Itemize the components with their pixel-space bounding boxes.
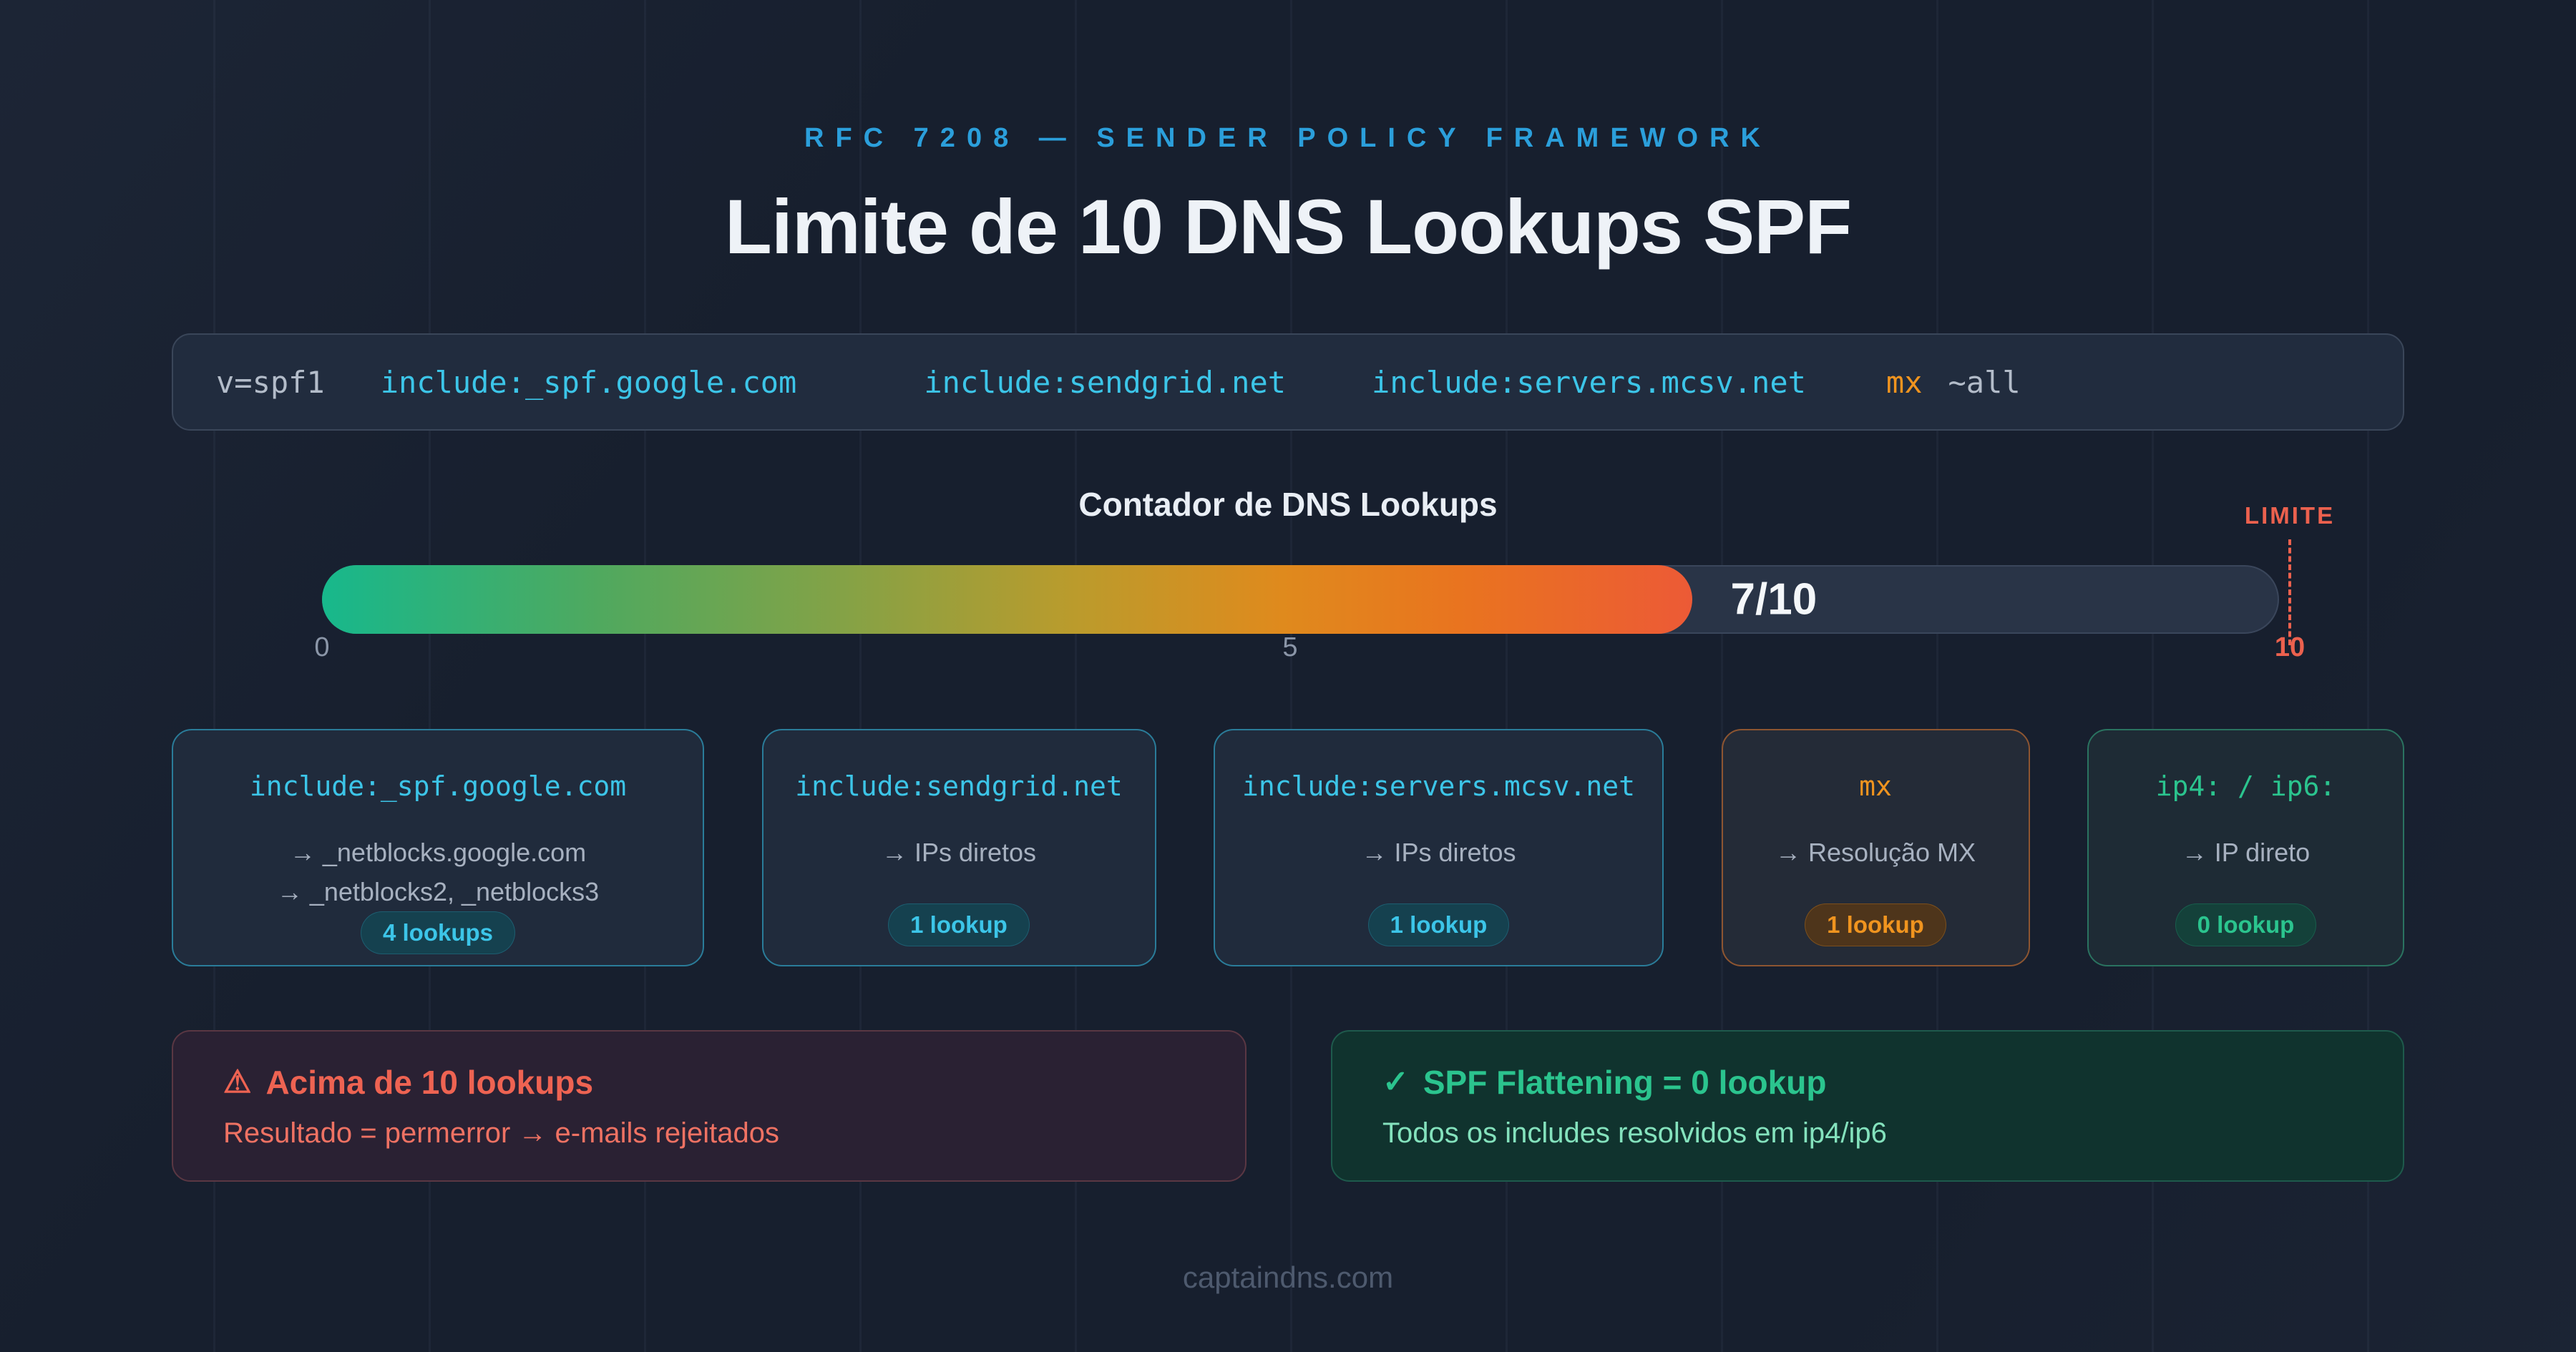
lookup-badge: 1 lookup [1805, 903, 1946, 946]
mechanism-card-ip: ip4: / ip6: → IP direto 0 lookup [2087, 729, 2404, 966]
tick-0: 0 [314, 632, 330, 662]
lookup-counter: 7/10 [322, 565, 2279, 634]
success-subtitle: Todos os includes resolvidos em ip4/ip6 [1382, 1117, 1887, 1149]
card-line: → IP direto [2181, 838, 2311, 867]
tick-5: 5 [1282, 632, 1298, 662]
mechanism-cards-row: include:_spf.google.com → _netblocks.goo… [172, 729, 2404, 966]
spf-token-mx: mx [1885, 364, 1923, 400]
mechanism-card-google: include:_spf.google.com → _netblocks.goo… [172, 729, 704, 966]
spf-token-all: ~all [1948, 364, 2021, 400]
card-lines: → IPs diretos [882, 833, 1036, 873]
card-title: include:sendgrid.net [795, 770, 1123, 802]
lookup-counter-value: 7/10 [1730, 574, 1818, 624]
mechanism-card-mx: mx → Resolução MX 1 lookup [1721, 729, 2030, 966]
card-lines: → _netblocks.google.com → _netblocks2, _… [277, 833, 599, 911]
success-title: SPF Flattening = 0 lookup [1423, 1063, 1827, 1101]
mechanism-card-sendgrid: include:sendgrid.net → IPs diretos 1 loo… [761, 729, 1156, 966]
card-line: → IPs diretos [881, 838, 1037, 867]
warning-callout: ⚠ Acima de 10 lookups Resultado = permer… [172, 1030, 1246, 1182]
card-lines: → IP direto [2182, 833, 2310, 873]
spf-token-include-sendgrid: include:sendgrid.net [924, 364, 1287, 400]
limit-label: LIMITE [2244, 502, 2336, 529]
mechanism-card-mcsv: include:servers.mcsv.net → IPs diretos 1… [1214, 729, 1664, 966]
warning-title-row: ⚠ Acima de 10 lookups [223, 1063, 1202, 1102]
warning-title: Acima de 10 lookups [265, 1063, 594, 1101]
card-lines: → Resolução MX [1775, 833, 1976, 873]
lookup-counter-fill [322, 565, 1692, 634]
eyebrow-label: RFC 7208 — SENDER POLICY FRAMEWORK [804, 123, 1772, 153]
check-icon: ✓ [1382, 1064, 1409, 1099]
counter-title: Contador de DNS Lookups [1078, 486, 1498, 523]
lookup-badge: 4 lookups [360, 911, 516, 955]
warning-subtitle: Resultado = permerror → e-mails rejeitad… [223, 1117, 779, 1149]
card-line: → _netblocks.google.com [289, 838, 587, 867]
lookup-badge: 0 lookup [2175, 903, 2317, 946]
limit-line-marker [2288, 539, 2291, 645]
card-title: mx [1859, 770, 1892, 802]
success-title-row: ✓ SPF Flattening = 0 lookup [1382, 1063, 2360, 1102]
card-title: include:_spf.google.com [249, 770, 627, 802]
page-title: Limite de 10 DNS Lookups SPF [724, 183, 1852, 270]
spf-token-include-mcsv: include:servers.mcsv.net [1372, 364, 1806, 400]
footer-brand: captaindns.com [1182, 1260, 1394, 1294]
spf-token-include-google: include:_spf.google.com [380, 364, 797, 400]
spf-token-version: v=spf1 [216, 364, 325, 400]
card-title: include:servers.mcsv.net [1241, 770, 1636, 802]
card-lines: → IPs diretos [1361, 833, 1516, 873]
card-line: → _netblocks2, _netblocks3 [276, 876, 600, 906]
card-title: ip4: / ip6: [2155, 770, 2336, 802]
warning-icon: ⚠ [223, 1064, 252, 1099]
lookup-badge: 1 lookup [888, 903, 1030, 946]
success-callout: ✓ SPF Flattening = 0 lookup Todos os inc… [1331, 1030, 2404, 1182]
lookup-badge: 1 lookup [1367, 903, 1510, 946]
card-line: → IPs diretos [1361, 838, 1516, 867]
spf-record-bar: v=spf1 include:_spf.google.com include:s… [172, 333, 2404, 431]
card-line: → Resolução MX [1775, 838, 1976, 867]
